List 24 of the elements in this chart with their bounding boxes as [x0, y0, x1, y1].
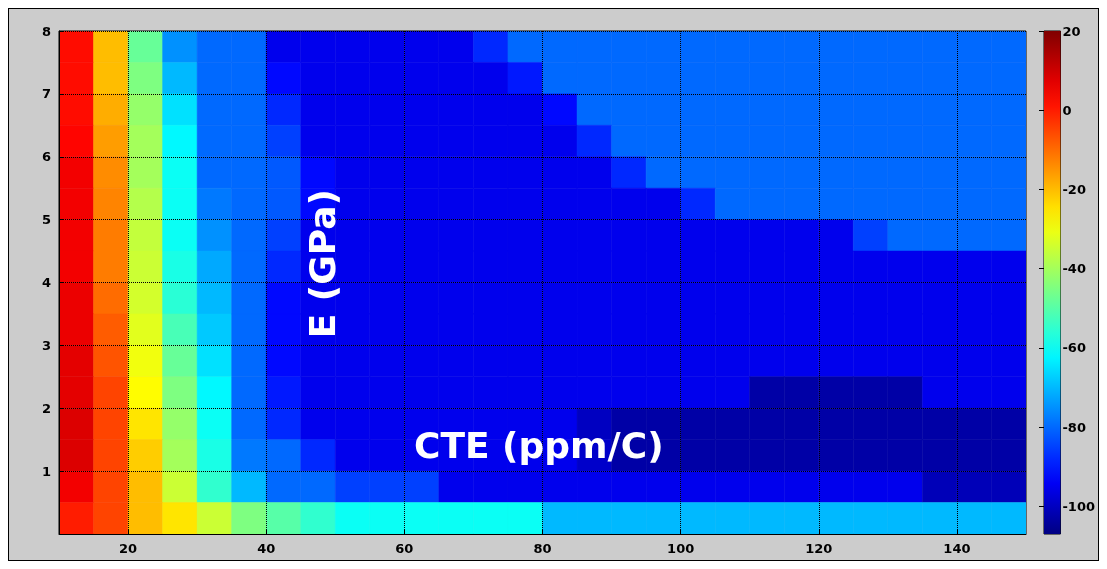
color-bar-label: 20 — [1062, 23, 1081, 39]
x-tick-label: 60 — [395, 541, 414, 556]
y-tick-label: 7 — [41, 86, 51, 102]
color-bar-label: -100 — [1062, 498, 1096, 514]
y-tick-label: 6 — [41, 149, 51, 165]
color-bar-label: -20 — [1062, 181, 1086, 197]
y-tick-label: 2 — [41, 400, 51, 416]
x-axis-title: CTE (ppm/C) — [414, 424, 664, 466]
x-tick-label: 140 — [943, 541, 971, 556]
y-tick-label: 8 — [41, 23, 51, 39]
x-tick-label: 120 — [805, 541, 833, 556]
color-bar-label: -80 — [1062, 419, 1086, 435]
y-tick-label: 5 — [41, 212, 51, 228]
y-tick-label: 1 — [41, 463, 51, 479]
x-tick-label: 40 — [257, 541, 276, 556]
y-axis-title: E (GPa) — [301, 188, 343, 339]
color-bar-label: 0 — [1062, 102, 1072, 118]
y-tick-label: 4 — [41, 275, 51, 290]
y-tick-label: 3 — [41, 337, 51, 353]
x-tick-label: 80 — [533, 541, 552, 556]
x-tick-label: 20 — [119, 541, 138, 556]
x-tick-label: 100 — [667, 541, 695, 556]
color-bar-label: -40 — [1062, 261, 1086, 277]
color-bar-label: -60 — [1062, 340, 1086, 356]
